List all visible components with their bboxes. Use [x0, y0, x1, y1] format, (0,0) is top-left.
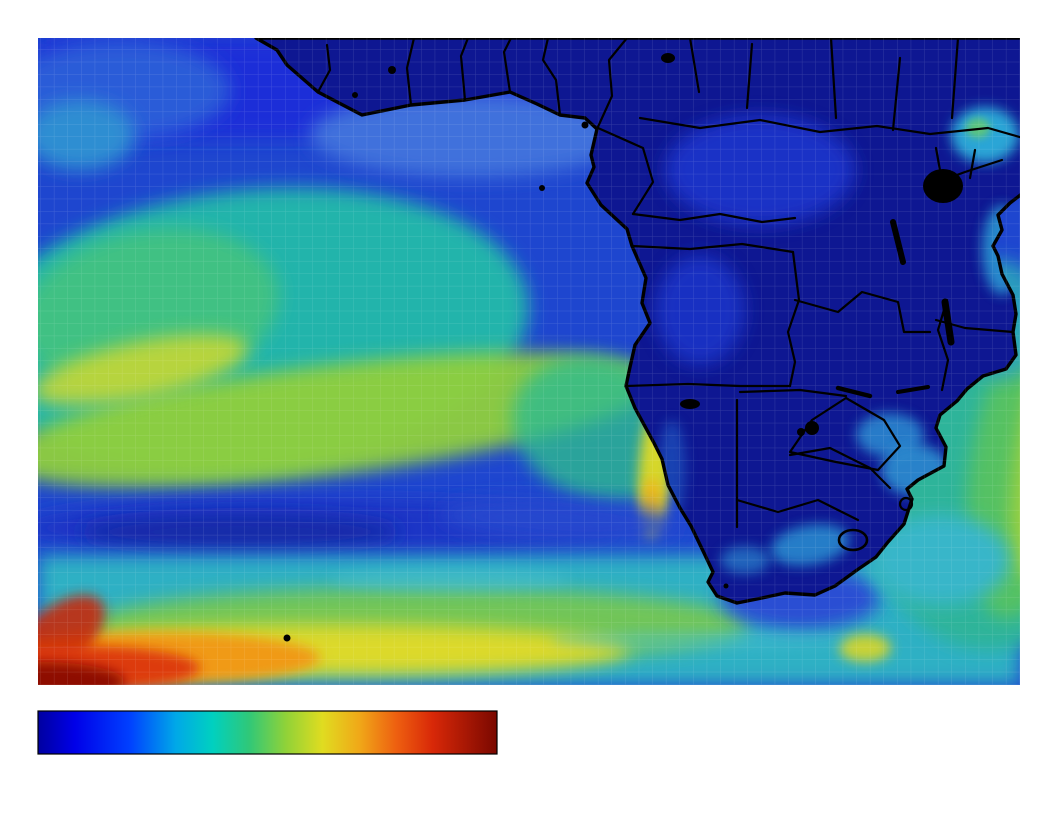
colorbar	[37, 710, 498, 755]
fine-graticule-mesh	[38, 38, 1020, 685]
lakes-and-islands	[283, 53, 963, 642]
colorbar-gradient	[37, 710, 498, 755]
country-borders	[316, 38, 1020, 552]
